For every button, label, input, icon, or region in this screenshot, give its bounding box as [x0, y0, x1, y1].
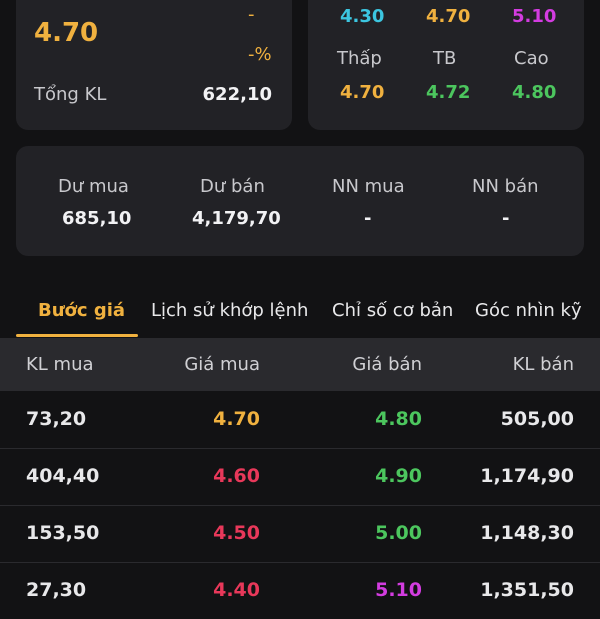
foreign-buy-value: - [364, 208, 372, 229]
foreign-buy-label: NN mua [332, 176, 405, 197]
sell-price: 4.90 [375, 465, 422, 487]
buy-volume: 73,20 [26, 408, 87, 430]
buy-volume: 404,40 [26, 465, 100, 487]
buy-remain-value: 685,10 [62, 208, 132, 229]
buy-volume: 153,50 [26, 522, 100, 544]
total-volume-label: Tổng KL [34, 84, 107, 105]
avg-price: 4.72 [426, 82, 471, 103]
header-buy-volume: KL mua [26, 354, 94, 375]
low-label: Thấp [337, 48, 382, 69]
tab-fundamentals[interactable]: Chỉ số cơ bản [332, 300, 454, 321]
tab-price-steps[interactable]: Bước giá [38, 300, 126, 321]
sell-price: 4.80 [375, 408, 422, 430]
floor-price: 4.30 [340, 6, 385, 27]
sell-volume: 505,00 [500, 408, 574, 430]
header-sell-volume: KL bán [512, 354, 574, 375]
buy-remain-label: Dư mua [58, 176, 129, 197]
order-book-header: KL mua Giá mua Giá bán KL bán [0, 339, 600, 391]
detail-tabs: Bước giá Lịch sử khớp lệnh Chỉ số cơ bản… [0, 286, 600, 339]
buy-volume: 27,30 [26, 579, 87, 601]
order-stats-card: Dư mua Dư bán NN mua NN bán 685,10 4,179… [16, 146, 584, 256]
high-price: 4.80 [512, 82, 557, 103]
table-row[interactable]: 153,50 4.50 5.00 1,148,30 [0, 506, 600, 563]
price-limits-card: 4.30 4.70 5.10 Thấp TB Cao 4.70 4.72 4.8… [308, 0, 584, 130]
price-summary-card: 4.70 - -% Tổng KL 622,10 [16, 0, 292, 130]
table-row[interactable]: 27,30 4.40 5.10 1,351,50 [0, 563, 600, 619]
header-sell-price: Giá bán [352, 354, 422, 375]
low-price: 4.70 [340, 82, 385, 103]
tab-technical-view[interactable]: Góc nhìn kỹ [475, 300, 582, 321]
ceiling-price: 5.10 [512, 6, 557, 27]
sell-price: 5.10 [375, 579, 422, 601]
buy-price: 4.50 [213, 522, 260, 544]
sell-remain-label: Dư bán [200, 176, 265, 197]
sell-volume: 1,148,30 [480, 522, 574, 544]
foreign-sell-label: NN bán [472, 176, 539, 197]
avg-label: TB [433, 48, 457, 69]
sell-remain-value: 4,179,70 [192, 208, 281, 229]
reference-price: 4.70 [426, 6, 471, 27]
sell-price: 5.00 [375, 522, 422, 544]
header-buy-price: Giá mua [184, 354, 260, 375]
table-row[interactable]: 73,20 4.70 4.80 505,00 [0, 392, 600, 449]
total-volume-value: 622,10 [202, 84, 272, 105]
table-row[interactable]: 404,40 4.60 4.90 1,174,90 [0, 449, 600, 506]
buy-price: 4.40 [213, 579, 260, 601]
buy-price: 4.70 [213, 408, 260, 430]
current-price: 4.70 [34, 18, 99, 48]
tab-match-history[interactable]: Lịch sử khớp lệnh [151, 300, 309, 321]
high-label: Cao [514, 48, 549, 69]
buy-price: 4.60 [213, 465, 260, 487]
active-tab-indicator [16, 334, 138, 337]
foreign-sell-value: - [502, 208, 510, 229]
price-change: - [248, 4, 255, 25]
sell-volume: 1,351,50 [480, 579, 574, 601]
price-change-percent: -% [248, 44, 272, 65]
sell-volume: 1,174,90 [480, 465, 574, 487]
